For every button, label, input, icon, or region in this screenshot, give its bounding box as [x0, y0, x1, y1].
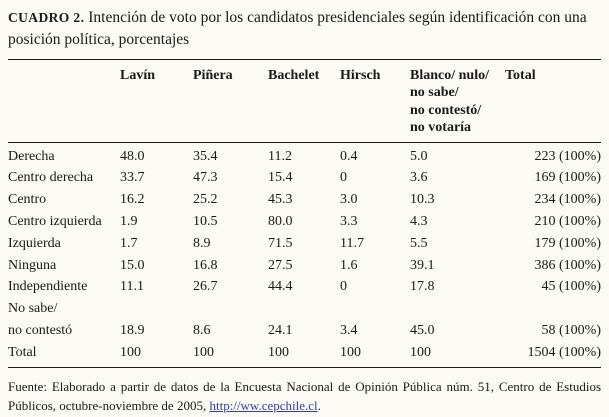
row-label: Centro derecha: [8, 170, 94, 186]
cell: 3.6: [410, 170, 428, 186]
row-label: Independiente: [8, 279, 88, 295]
row-label: Ninguna: [8, 257, 57, 273]
cell: 223 (100%): [534, 148, 602, 164]
cell: 48.0: [120, 148, 145, 164]
cell: 210 (100%): [534, 214, 602, 230]
source-text: Fuente: Elaborado a partir de datos de l…: [8, 378, 601, 414]
cell: 18.9: [120, 323, 145, 339]
table-row: No sabe/: [8, 299, 601, 321]
cell: 44.4: [268, 279, 293, 295]
source-text-suffix: .: [317, 398, 321, 414]
column-header-total: Total: [505, 59, 601, 143]
row-label: Centro izquierda: [8, 214, 102, 230]
cell: 100: [268, 342, 340, 368]
cell: 16.2: [120, 192, 145, 208]
column-header-hirsch: Hirsch: [340, 59, 410, 143]
cell: 1.9: [120, 214, 138, 230]
cell: 35.4: [193, 148, 218, 164]
cell: 25.2: [193, 192, 218, 208]
cell: 58 (100%): [541, 323, 602, 339]
source-link[interactable]: http://ww.cepchile.cl: [209, 398, 318, 414]
cell: 1504 (100%): [505, 342, 601, 368]
cell: 100: [340, 342, 410, 368]
cell: 26.7: [193, 279, 218, 295]
cell: 47.3: [193, 170, 218, 186]
cell: 45.0: [410, 323, 435, 339]
cell: 100: [193, 342, 268, 368]
cell: 11.7: [340, 235, 364, 251]
column-header-bachelet: Bachelet: [268, 59, 340, 143]
cell: 386 (100%): [534, 257, 602, 273]
table-row: Centro derecha 33.7 47.3 15.4 0 3.6 169 …: [8, 168, 601, 190]
table-row: Derecha 48.0 35.4 11.2 0.4 5.0 223 (100%…: [8, 142, 601, 168]
cell: 179 (100%): [534, 235, 602, 251]
row-label: Derecha: [8, 148, 55, 164]
row-label: no contestó: [8, 323, 73, 339]
cell: 39.1: [410, 257, 435, 273]
row-label: Izquierda: [8, 235, 61, 251]
table-caption: CUADRO 2. Intención de voto por los cand…: [8, 7, 601, 50]
cell: 3.4: [340, 323, 358, 339]
table-row: Centro 16.2 25.2 45.3 3.0 10.3 234 (100%…: [8, 190, 601, 212]
cell: 234 (100%): [534, 192, 602, 208]
cell: 45.3: [268, 192, 293, 208]
table-row: Centro izquierda 1.9 10.5 80.0 3.3 4.3 2…: [8, 212, 601, 234]
cell: 33.7: [120, 170, 145, 186]
cell: [340, 299, 410, 321]
cell: 3.0: [340, 192, 358, 208]
cell: 15.0: [120, 257, 145, 273]
cell: 100: [410, 342, 505, 368]
cell: 11.1: [120, 279, 144, 295]
cell: 1.7: [120, 235, 138, 251]
column-header-blanco: Blanco/ nulo/ no sabe/ no contestó/ no v…: [410, 59, 505, 143]
cell: 100: [120, 342, 193, 368]
row-label: No sabe/: [8, 301, 58, 317]
cell: 169 (100%): [534, 170, 602, 186]
source-note: Fuente: Elaborado a partir de datos de l…: [8, 377, 601, 416]
cell: 1.6: [340, 257, 358, 273]
table-row: Ninguna 15.0 16.8 27.5 1.6 39.1 386 (100…: [8, 255, 601, 277]
cell: [410, 299, 505, 321]
cell: 4.3: [410, 214, 428, 230]
cell: 11.2: [268, 148, 292, 164]
cell: 8.6: [193, 323, 211, 339]
cell: 16.8: [193, 257, 218, 273]
cell: [193, 299, 268, 321]
cell: 15.4: [268, 170, 293, 186]
cell: 5.5: [410, 235, 428, 251]
cell: 24.1: [268, 323, 293, 339]
cell: 27.5: [268, 257, 293, 273]
cell: 10.5: [193, 214, 218, 230]
cell: [505, 299, 601, 321]
cell: 10.3: [410, 192, 435, 208]
cell: 5.0: [410, 148, 428, 164]
table-row: Izquierda 1.7 8.9 71.5 11.7 5.5 179 (100…: [8, 233, 601, 255]
cell: 0.4: [340, 148, 358, 164]
row-label: Total: [8, 342, 120, 368]
cell: 0: [340, 279, 347, 295]
table-caption-label: CUADRO 2.: [8, 10, 85, 25]
table-caption-text: Intención de voto por los candidatos pre…: [8, 9, 587, 48]
column-header-lavin: Lavín: [120, 59, 193, 143]
vote-intention-table: Lavín Piñera Bachelet Hirsch Blanco/ nul…: [8, 59, 601, 368]
cell: 17.8: [410, 279, 435, 295]
table-row: no contestó 18.9 8.6 24.1 3.4 45.0 58 (1…: [8, 321, 601, 343]
cell: 3.3: [340, 214, 358, 230]
column-header-pinera: Piñera: [193, 59, 268, 143]
cell: 0: [340, 170, 347, 186]
row-label: Centro: [8, 192, 47, 208]
table-row: Total 100 100 100 100 100 1504 (100%): [8, 342, 601, 368]
cell: 71.5: [268, 235, 293, 251]
cell: [268, 299, 340, 321]
cell: [120, 299, 193, 321]
cell: 45 (100%): [541, 279, 602, 295]
corner-cell: [8, 59, 120, 143]
cell: 8.9: [193, 235, 211, 251]
header-row: Lavín Piñera Bachelet Hirsch Blanco/ nul…: [8, 59, 601, 143]
cell: 80.0: [268, 214, 293, 230]
table-row: Independiente 11.1 26.7 44.4 0 17.8 45 (…: [8, 277, 601, 299]
